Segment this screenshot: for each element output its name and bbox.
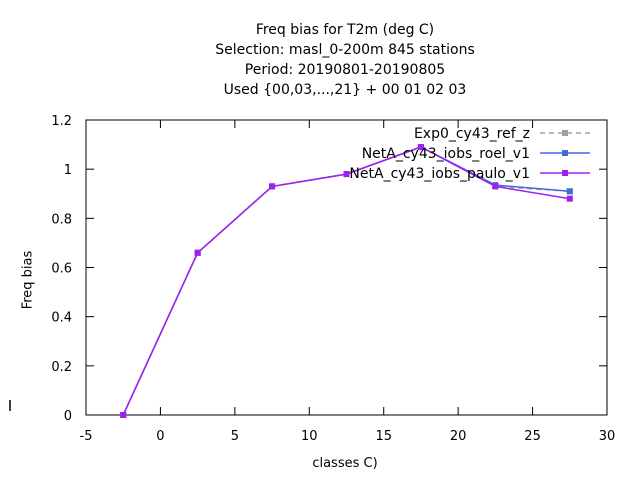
chart-title-line-4: Used {00,03,...,21} + 00 01 02 03 — [223, 82, 467, 98]
series-line-3 — [122, 146, 570, 416]
x-tick-label: -5 — [80, 429, 93, 444]
x-axis-label: classes C) — [312, 456, 378, 471]
x-tick-label: 5 — [231, 429, 239, 444]
chart-title-line-3: Period: 20190801-20190805 — [244, 62, 446, 78]
y-tick-label: 0.2 — [51, 360, 72, 375]
legend-marker-2 — [562, 150, 568, 156]
x-tick-label: 30 — [599, 429, 616, 444]
legend-label-1: Exp0_cy43_ref_z — [414, 126, 530, 142]
legend-label-3: NetA_cy43_iobs_paulo_v1 — [349, 166, 530, 182]
y-tick-label: 0.6 — [51, 262, 72, 277]
x-tick-label: 15 — [375, 429, 392, 444]
x-tick-label: 10 — [301, 429, 318, 444]
x-tick-label: 20 — [450, 429, 467, 444]
legend-marker-3 — [562, 170, 568, 176]
series-3-point — [566, 195, 573, 202]
y-tick-label: 0 — [64, 409, 72, 424]
series-3-point — [417, 144, 424, 151]
legend-label-2: NetA_cy43_iobs_roel_v1 — [362, 146, 530, 162]
x-tick-label: 0 — [156, 429, 164, 444]
plot-frame — [85, 119, 608, 416]
series-3-point — [269, 183, 276, 190]
legend-marker-1 — [562, 130, 568, 136]
x-tick-label: 25 — [524, 429, 541, 444]
y-tick-label: 1 — [64, 163, 72, 178]
chart-title-line-2: Selection: masl_0-200m 845 stations — [215, 42, 475, 58]
series-3-point — [194, 249, 201, 256]
chart-title-line-1: Freq bias for T2m (deg C) — [255, 22, 435, 38]
series-2-point — [566, 188, 573, 195]
y-axis-label: Freq bias — [20, 250, 36, 310]
y-tick-label: 1.2 — [51, 114, 72, 129]
series-3-point — [120, 412, 127, 418]
y-tick-label: 0.8 — [51, 212, 72, 227]
series-3-point — [492, 183, 499, 190]
series-3-point — [343, 171, 350, 178]
y-tick-label: 0.4 — [51, 311, 72, 326]
